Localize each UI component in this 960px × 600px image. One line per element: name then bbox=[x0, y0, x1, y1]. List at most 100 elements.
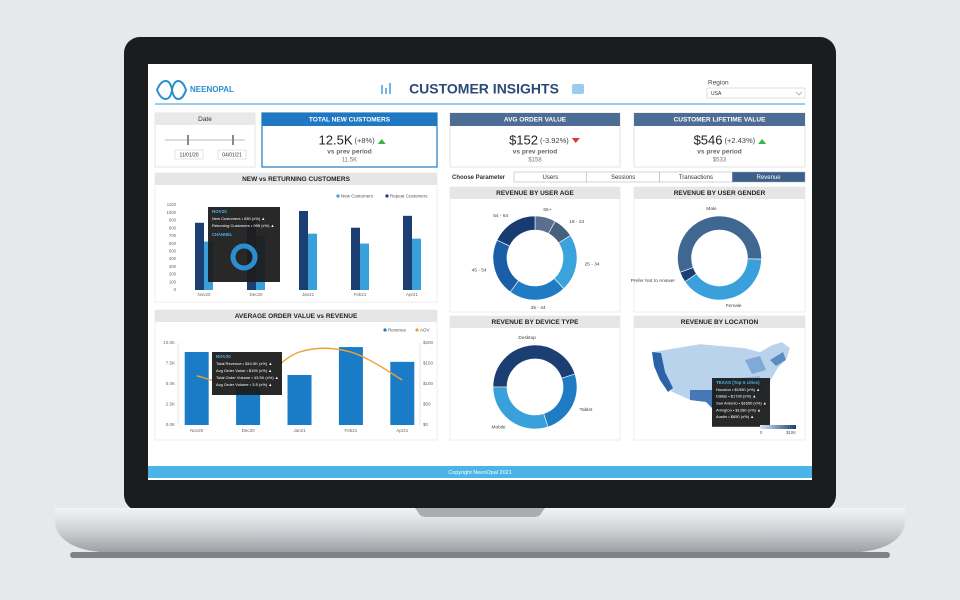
x-tick-label: Jan21 bbox=[293, 428, 306, 433]
tooltip-ring bbox=[230, 243, 258, 271]
region-dropdown[interactable] bbox=[706, 87, 806, 99]
bar bbox=[299, 210, 308, 290]
tooltip-line: Returning Customers • 995 (x%) ▲ bbox=[212, 223, 275, 228]
kpi-note: vs prev period bbox=[513, 149, 557, 156]
kpi-header bbox=[450, 113, 620, 126]
kpi-header bbox=[634, 113, 805, 126]
bar bbox=[403, 215, 412, 290]
date-end[interactable]: 04/01/21 bbox=[222, 152, 242, 158]
date-header bbox=[155, 113, 255, 125]
chart-header bbox=[155, 310, 437, 322]
date-start[interactable]: 11/01/20 bbox=[179, 152, 198, 158]
y2-tick-label: $50 bbox=[423, 402, 431, 407]
pie-slice bbox=[496, 215, 536, 247]
bar bbox=[308, 233, 317, 290]
trend-arrow bbox=[758, 139, 767, 144]
logo-icon bbox=[155, 80, 188, 100]
chart-header bbox=[634, 316, 805, 328]
kpi-title: AVG ORDER VALUE bbox=[504, 117, 567, 124]
y-tick-label: 900 bbox=[169, 218, 177, 223]
y2-tick-label: $150 bbox=[423, 361, 434, 366]
bar bbox=[351, 227, 360, 290]
kpi-header bbox=[262, 113, 437, 126]
tooltip-title: NOV20 bbox=[216, 354, 231, 359]
tooltip-line: Avg Order Value • $195 (x%) ▲ bbox=[216, 368, 272, 373]
tooltip-line: Houston • $1950 (x%) ▲ bbox=[716, 387, 760, 392]
tooltip-title: NOV20 bbox=[212, 209, 227, 214]
legend-label: $10K bbox=[786, 430, 796, 435]
x-tick-label: Apr21 bbox=[406, 292, 419, 297]
dropdown-caret bbox=[795, 91, 803, 96]
slice-label: 35 - 44 bbox=[531, 305, 546, 311]
parameter-tab[interactable] bbox=[732, 171, 806, 183]
parameter-tab-label[interactable]: Revenue bbox=[757, 175, 782, 181]
slice-label: Desktop bbox=[518, 335, 536, 341]
footer-bar bbox=[148, 466, 812, 478]
legend-label: 0 bbox=[760, 430, 763, 435]
y-tick-label: 0 bbox=[174, 287, 177, 292]
slider-handle[interactable] bbox=[232, 135, 234, 145]
legend-label: Revenue bbox=[388, 327, 407, 332]
parameter-tab-label[interactable]: Transactions bbox=[679, 175, 713, 181]
state-region bbox=[770, 352, 786, 366]
x-tick-label: Apr21 bbox=[396, 428, 409, 433]
region-value[interactable]: USA bbox=[711, 91, 722, 97]
y-tick-label: 2.5K bbox=[166, 402, 175, 407]
kpi-change: (+2.43%) bbox=[725, 136, 756, 145]
y-tick-label: 200 bbox=[169, 272, 177, 277]
y-tick-label: 100 bbox=[169, 279, 177, 284]
chart-title: REVENUE BY USER GENDER bbox=[674, 190, 766, 197]
legend-swatch bbox=[385, 194, 389, 198]
y2-tick-label: $0 bbox=[423, 422, 429, 427]
chart-header bbox=[450, 316, 620, 328]
tooltip-line: Total Revenue • $10.5K (x%) ▲ bbox=[216, 361, 272, 366]
y-tick-label: 400 bbox=[169, 256, 177, 261]
title-icon bbox=[381, 83, 391, 94]
y-tick-label: 300 bbox=[169, 264, 177, 269]
slice-label: Prefer Not to Answer bbox=[631, 278, 676, 284]
laptop-foot bbox=[70, 552, 890, 558]
legend-gradient bbox=[760, 425, 796, 429]
y2-tick-label: $200 bbox=[423, 340, 434, 345]
slice-label: 54 - 64 bbox=[493, 213, 508, 219]
slice-label: Female bbox=[726, 303, 742, 309]
chart-header bbox=[450, 187, 620, 199]
tooltip-title: TEXAS (Top 5 cities) bbox=[716, 380, 760, 385]
date-box[interactable] bbox=[217, 149, 247, 160]
chart-title: REVENUE BY DEVICE TYPE bbox=[492, 319, 580, 326]
footer-text: Copyright NeenOpal 2021 bbox=[448, 470, 512, 476]
x-tick-label: Nov20 bbox=[190, 428, 204, 433]
tooltip-section: CHANNEL bbox=[212, 232, 233, 237]
tooltip-line: Avg Order Volume • 3.5 (x%) ▲ bbox=[216, 382, 272, 387]
y-tick-label: 700 bbox=[169, 233, 177, 238]
tooltip-line: Arlington • $1280 (x%) ▲ bbox=[716, 407, 761, 412]
kpi-value: 12.5K bbox=[319, 132, 353, 147]
chart-title: AVERAGE ORDER VALUE vs REVENUE bbox=[235, 313, 358, 320]
trend-arrow bbox=[377, 139, 386, 144]
parameter-label: Choose Parameter bbox=[452, 175, 506, 181]
x-tick-label: Dec20 bbox=[249, 292, 263, 297]
laptop-notch bbox=[415, 508, 545, 517]
tooltip-line: New Customers • 630 (x%) ▲ bbox=[212, 216, 265, 221]
slice-label: Mobile bbox=[491, 425, 505, 431]
chart-header bbox=[634, 187, 805, 199]
tooltip bbox=[712, 378, 770, 427]
x-tick-label: Dec20 bbox=[242, 428, 256, 433]
kpi-title: CUSTOMER LIFETIME VALUE bbox=[674, 117, 767, 124]
kpi-note: vs prev period bbox=[327, 149, 371, 156]
parameter-tab-label[interactable]: Sessions bbox=[611, 175, 635, 181]
x-tick-label: Feb21 bbox=[354, 292, 367, 297]
y-tick-label: 5.0K bbox=[166, 381, 175, 386]
chart-title: REVENUE BY USER AGE bbox=[496, 190, 574, 197]
title-icon bbox=[572, 84, 584, 94]
laptop-base bbox=[55, 508, 905, 552]
date-box[interactable] bbox=[174, 149, 204, 160]
y2-tick-label: $100 bbox=[423, 381, 434, 386]
legend-label: AOV bbox=[420, 327, 430, 332]
slider-handle[interactable] bbox=[187, 135, 189, 145]
parameter-tab-label[interactable]: Users bbox=[543, 175, 559, 181]
legend-label: New Customers bbox=[341, 193, 374, 198]
tooltip-line: Dallas • $1730 (x%) ▲ bbox=[716, 394, 756, 399]
